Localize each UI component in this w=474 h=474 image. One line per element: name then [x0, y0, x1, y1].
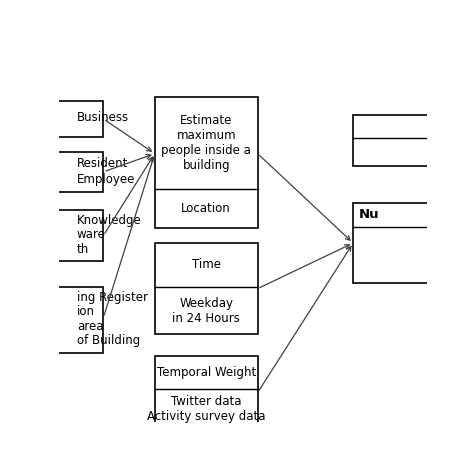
Text: Location: Location	[182, 202, 231, 215]
Text: th: th	[77, 243, 89, 256]
Bar	[45, 210, 103, 261]
Text: ware: ware	[77, 228, 106, 241]
Text: Business: Business	[77, 111, 129, 124]
Text: Resident: Resident	[77, 156, 128, 170]
Bar	[45, 152, 103, 192]
Text: of Building: of Building	[77, 334, 140, 347]
Bar	[353, 115, 441, 166]
Bar	[45, 287, 103, 353]
Bar	[155, 97, 258, 228]
Bar	[155, 356, 258, 429]
Text: Temporal Weight: Temporal Weight	[156, 366, 256, 379]
Text: Employee: Employee	[77, 173, 135, 186]
Text: Knowledge: Knowledge	[77, 214, 142, 227]
Text: area: area	[77, 320, 103, 333]
Text: Time: Time	[191, 258, 221, 272]
Text: Nu: Nu	[359, 209, 379, 221]
Text: Twitter data
Activity survey data: Twitter data Activity survey data	[147, 395, 265, 423]
Bar	[353, 203, 441, 283]
Text: Estimate
maximum
people inside a
building: Estimate maximum people inside a buildin…	[161, 114, 251, 172]
Text: ion: ion	[77, 305, 95, 318]
Bar	[155, 243, 258, 334]
Text: ing Register: ing Register	[77, 291, 148, 303]
Bar	[45, 100, 103, 137]
Text: Weekday
in 24 Hours: Weekday in 24 Hours	[172, 297, 240, 325]
